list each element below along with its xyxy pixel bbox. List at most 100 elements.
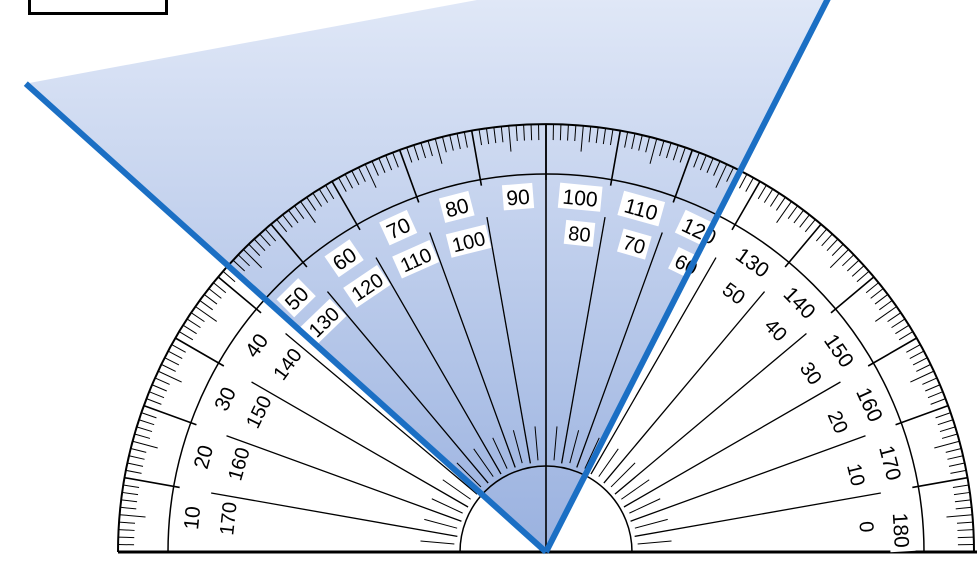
scale-tick — [804, 219, 816, 233]
scale-tick — [306, 196, 317, 211]
scale-tick — [470, 130, 483, 186]
radial-line — [285, 332, 478, 495]
scale-tick — [726, 167, 735, 182]
scale-tick — [449, 134, 454, 151]
svg-text:50: 50 — [718, 279, 749, 310]
scale-tick — [199, 300, 213, 311]
radial-line — [429, 232, 516, 468]
radial-line — [326, 291, 489, 484]
scale-tick — [793, 209, 804, 224]
hub-tick — [431, 498, 463, 514]
scale-tick — [136, 426, 153, 433]
scale-tick — [146, 398, 162, 405]
svg-text:40: 40 — [241, 330, 273, 362]
scale-tick — [325, 184, 335, 200]
radial-line — [614, 332, 807, 495]
scale-tick — [485, 128, 490, 145]
scale-tick — [125, 469, 142, 474]
scale-tick — [693, 152, 700, 168]
scale-tick — [930, 398, 946, 405]
scale-tick — [775, 196, 786, 211]
scale-tick — [945, 447, 962, 453]
scale-tick — [649, 138, 658, 164]
svg-text:40: 40 — [760, 315, 791, 346]
scale-tick — [638, 134, 643, 151]
scale-tick — [351, 170, 360, 186]
scale-tick — [530, 124, 533, 141]
radial-line — [630, 435, 866, 522]
outer-scale-label: 40 — [236, 325, 275, 365]
svg-text:90: 90 — [506, 186, 531, 211]
scale-tick — [846, 259, 860, 272]
scale-tick — [132, 440, 158, 449]
scale-tick — [300, 201, 316, 223]
scale-tick — [331, 180, 361, 231]
inner-scale-label: 0 — [854, 516, 881, 537]
scale-tick — [922, 377, 938, 385]
scale-tick — [912, 357, 928, 366]
scale-tick — [119, 514, 146, 518]
scale-tick — [934, 440, 960, 449]
scale-tick — [120, 506, 137, 510]
scale-tick — [119, 521, 136, 524]
scale-tick — [143, 404, 197, 426]
scale-tick — [821, 233, 833, 247]
hub-tick — [598, 448, 619, 477]
scale-tick — [259, 233, 271, 247]
inner-scale-label: 30 — [793, 354, 830, 392]
scale-tick — [715, 163, 728, 188]
scale-tick — [567, 124, 569, 141]
hub-tick — [621, 479, 650, 500]
scale-tick — [952, 484, 969, 489]
scale-tick — [121, 499, 138, 503]
scale-tick — [891, 318, 906, 329]
scale-tick — [948, 462, 965, 467]
scale-tick — [338, 177, 347, 192]
scale-tick — [912, 476, 968, 489]
svg-text:170: 170 — [216, 501, 241, 536]
outer-scale-label: 170 — [873, 439, 909, 487]
radial-line — [375, 257, 502, 475]
inner-scale: 1801701601501401301201101008070605040302… — [213, 219, 881, 543]
scale-tick — [118, 529, 135, 531]
scale-tick — [609, 129, 614, 146]
angle-ray-right — [543, 0, 831, 554]
scale-tick — [232, 259, 246, 272]
hub-tick — [569, 430, 580, 464]
answer-box — [28, 0, 168, 15]
scale-tick — [895, 324, 910, 335]
angle-ray-left — [23, 81, 549, 555]
scale-tick — [784, 223, 822, 268]
outer-scale-label: 160 — [850, 379, 891, 429]
scale-tick — [815, 228, 828, 242]
scale-tick — [713, 160, 721, 176]
scale-tick — [659, 140, 665, 157]
scale-tick — [957, 536, 974, 539]
scale-tick — [950, 469, 967, 474]
scale-tick — [264, 228, 277, 242]
scale-tick — [217, 276, 262, 314]
scale-tick — [787, 205, 798, 219]
scale-tick — [406, 147, 413, 163]
scale-tick — [830, 276, 875, 314]
scale-tick — [665, 142, 672, 159]
radial-line — [603, 291, 766, 484]
hub-tick — [553, 426, 558, 461]
radial-line — [560, 217, 606, 464]
scale-tick — [829, 249, 849, 269]
scale-tick — [398, 149, 420, 203]
scale-tick — [609, 130, 622, 186]
hub-tick — [473, 448, 494, 477]
outer-scale-label: 90 — [501, 182, 535, 211]
scale-tick — [672, 149, 694, 203]
scale-tick — [602, 128, 607, 145]
svg-text:30: 30 — [795, 358, 826, 389]
scale-tick — [312, 192, 323, 207]
scale-tick — [925, 384, 941, 392]
scale-tick — [776, 201, 792, 223]
scale-tick — [420, 142, 427, 159]
inner-scale-label: 150 — [238, 387, 278, 436]
scale-tick — [118, 536, 135, 539]
scale-tick — [276, 219, 288, 233]
scale-tick — [288, 209, 299, 224]
